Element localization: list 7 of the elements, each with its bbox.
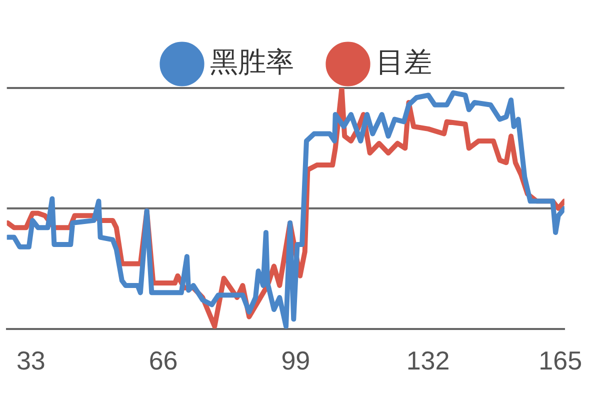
x-tick-label: 33 [16,346,46,376]
legend-label: 黑胜率 [210,45,294,78]
legend-label: 目差 [376,45,432,78]
x-tick-label: 66 [148,346,178,376]
x-tick-label: 165 [538,346,582,376]
x-tick-label: 132 [406,346,450,376]
x-tick-label: 99 [281,346,310,376]
